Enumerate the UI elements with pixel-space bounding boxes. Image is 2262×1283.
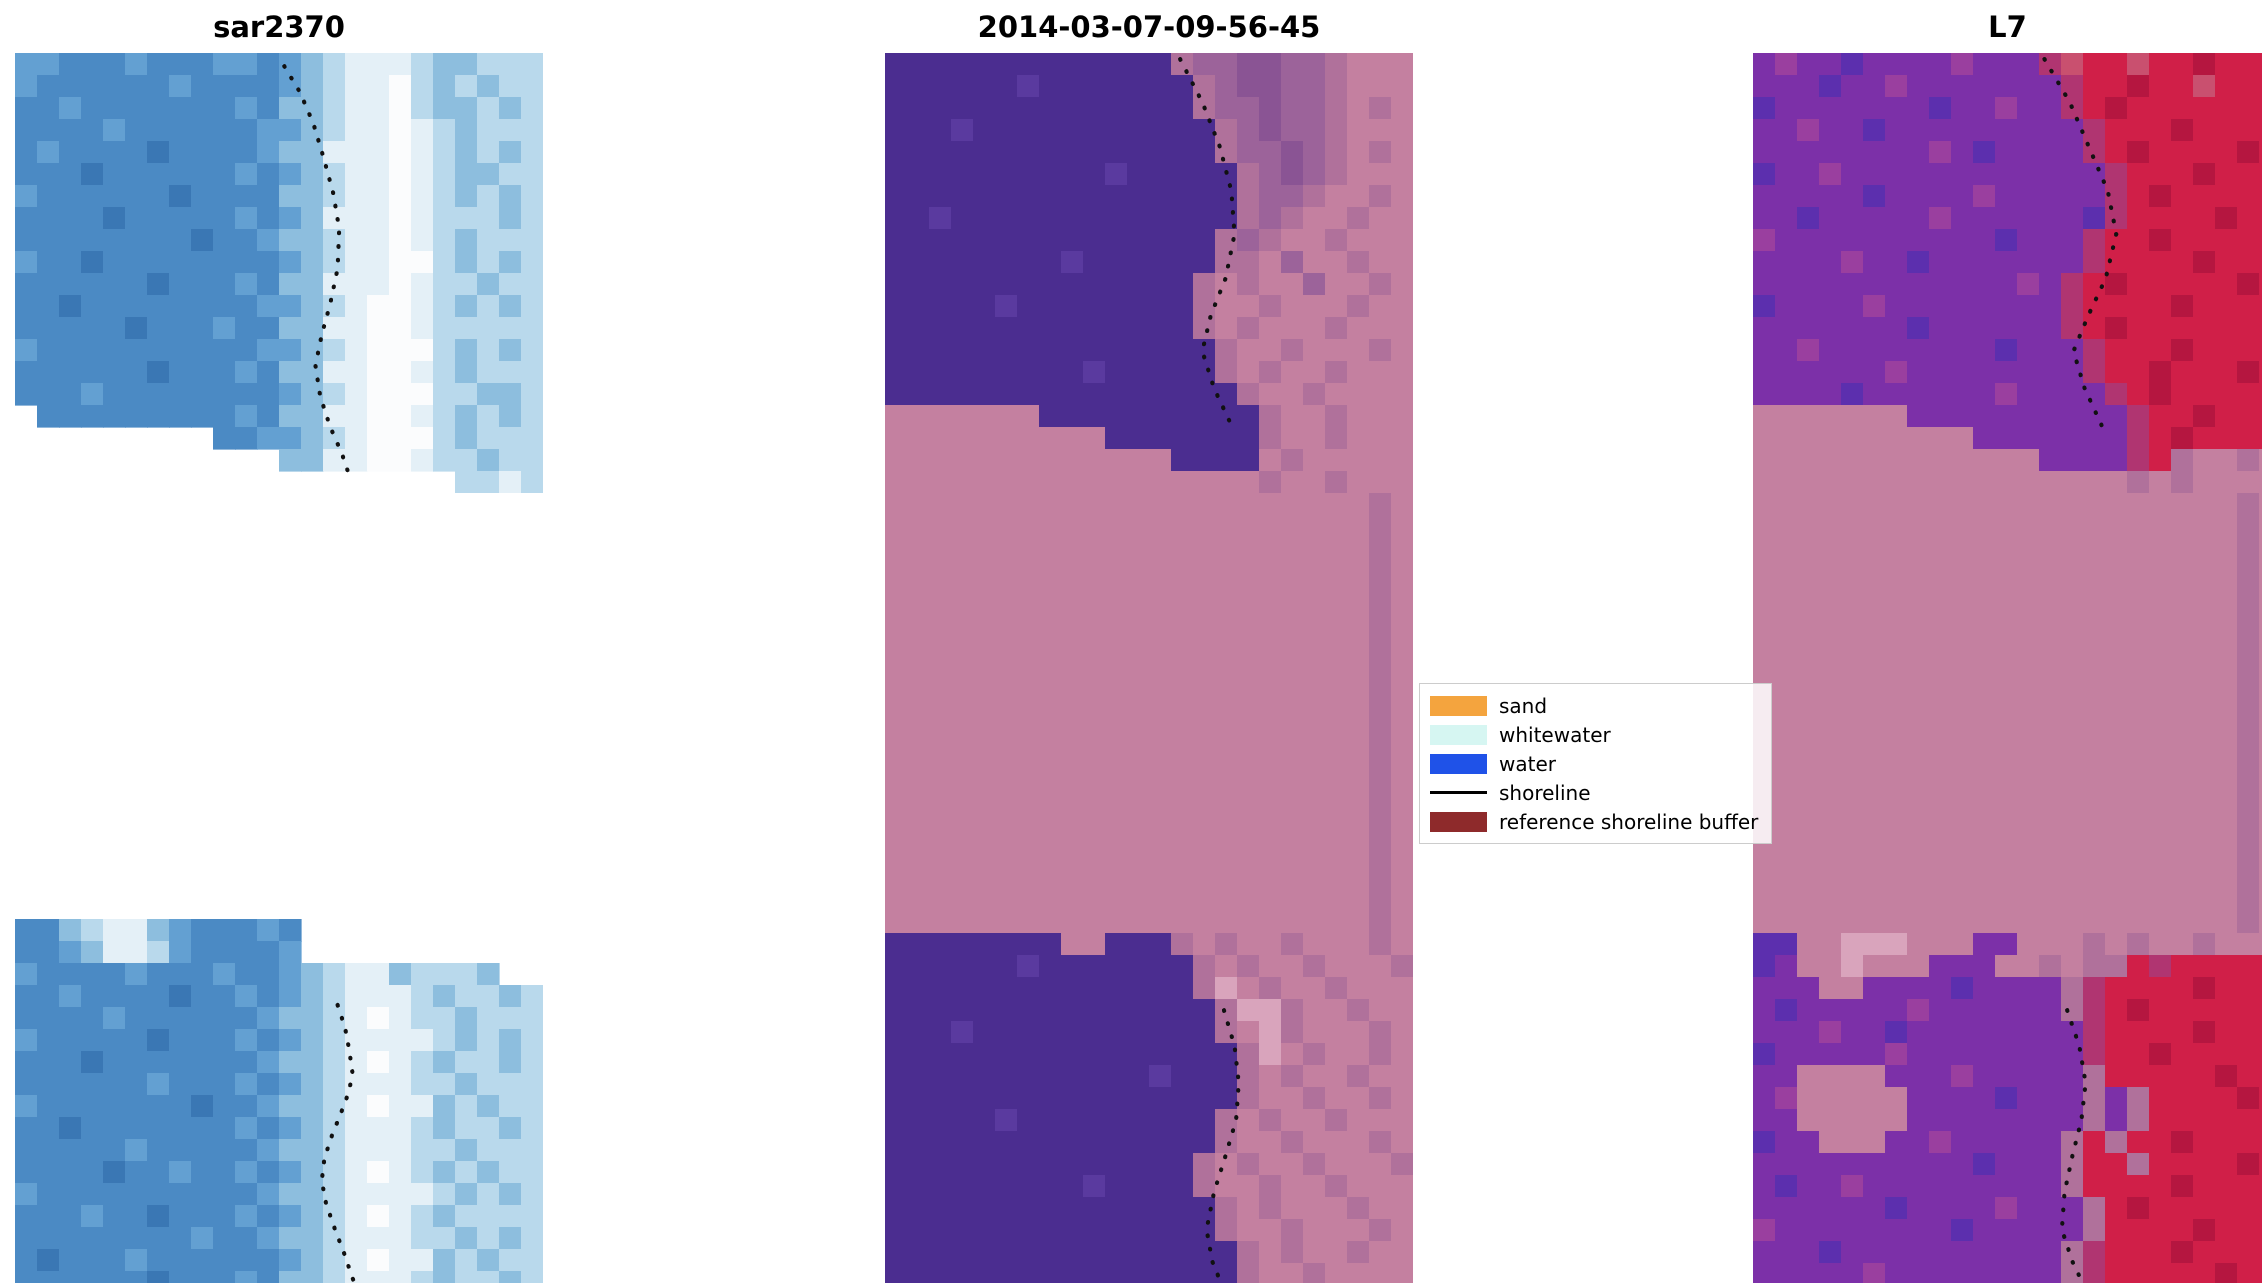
panel-title-sar: sar2370 xyxy=(213,10,345,44)
legend-entry-reference-shoreline-buffer: reference shoreline buffer xyxy=(1430,807,1761,836)
legend-label: water xyxy=(1499,751,1556,776)
reference-buffer-swatch-icon xyxy=(1430,811,1487,832)
panel-title-classified-date: 2014-03-07-09-56-45 xyxy=(977,10,1321,44)
whitewater-swatch-icon xyxy=(1430,724,1487,745)
water-swatch-icon xyxy=(1430,753,1487,774)
legend-label: shoreline xyxy=(1499,780,1591,805)
legend-entry-whitewater: whitewater xyxy=(1430,720,1761,749)
legend-entry-sand: sand xyxy=(1430,691,1761,720)
classified-image xyxy=(885,53,1413,1283)
sar-bottom-image xyxy=(15,919,543,1283)
sand-swatch-icon xyxy=(1430,695,1487,716)
legend-label: whitewater xyxy=(1499,722,1611,747)
shoreline-line-icon xyxy=(1430,783,1487,803)
panel-title-l7: L7 xyxy=(1988,10,2027,44)
legend-entry-water: water xyxy=(1430,749,1761,778)
legend-entry-shoreline: shoreline xyxy=(1430,778,1761,807)
l7-image xyxy=(1753,53,2262,1283)
legend-label: reference shoreline buffer xyxy=(1499,809,1759,834)
legend-label: sand xyxy=(1499,693,1548,718)
sar-top-image xyxy=(15,53,543,493)
legend: sand whitewater water shoreline referenc… xyxy=(1419,683,1772,844)
